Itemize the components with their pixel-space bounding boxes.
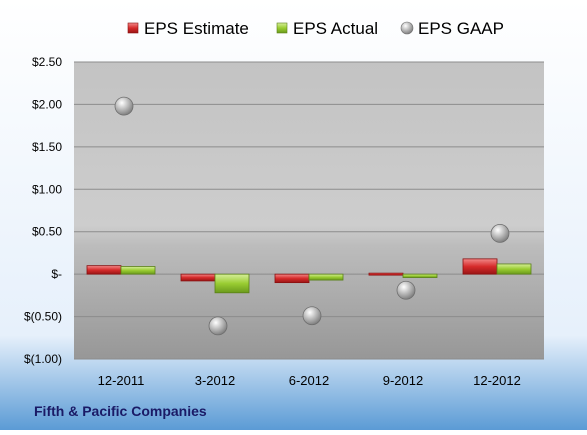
x-tick-label: 12-2011 bbox=[98, 373, 145, 388]
bar-eps-estimate bbox=[180, 273, 216, 282]
footer-text: Fifth & Pacific Companies bbox=[34, 403, 207, 419]
bar-eps-actual bbox=[308, 273, 344, 281]
x-tick-label: 3-2012 bbox=[195, 373, 235, 388]
y-tick-label: $1.50 bbox=[32, 140, 62, 154]
bar-eps-estimate bbox=[86, 265, 122, 275]
legend-swatch bbox=[276, 22, 288, 34]
legend-item: EPS GAAP bbox=[400, 19, 504, 38]
markers bbox=[114, 96, 510, 336]
legend-item: EPS Estimate bbox=[127, 19, 249, 38]
y-tick-label: $2.50 bbox=[32, 55, 62, 69]
marker-eps-gaap bbox=[114, 96, 134, 116]
x-tick-label: 9-2012 bbox=[383, 373, 423, 388]
bar-eps-actual bbox=[120, 266, 156, 275]
y-axis: $2.50 $2.00 $1.50 $1.00 $0.50 $- $(0.50) $(1.00… bbox=[24, 55, 62, 366]
legend-label: EPS Estimate bbox=[144, 19, 249, 38]
bar-eps-actual bbox=[214, 273, 250, 294]
y-tick-label: $2.00 bbox=[32, 97, 62, 111]
marker-eps-gaap bbox=[396, 280, 416, 300]
legend-item: EPS Actual bbox=[276, 19, 378, 38]
y-tick-label: $(1.00) bbox=[24, 352, 62, 366]
legend-swatch bbox=[127, 22, 139, 34]
bar-eps-actual bbox=[496, 263, 532, 275]
y-tick-label: $1.00 bbox=[32, 182, 62, 196]
legend-label: EPS Actual bbox=[293, 19, 378, 38]
bar-eps-estimate bbox=[462, 258, 498, 275]
x-tick-label: 12-2012 bbox=[473, 373, 521, 388]
bar-eps-estimate bbox=[274, 273, 310, 284]
bar-eps-actual bbox=[402, 273, 438, 278]
x-axis: 12-2011 3-2012 6-2012 9-2012 12-2012 bbox=[98, 373, 521, 388]
legend-swatch bbox=[400, 21, 414, 35]
bars bbox=[86, 258, 532, 294]
y-tick-label: $- bbox=[51, 267, 62, 281]
y-tick-label: $(0.50) bbox=[24, 310, 62, 324]
x-tick-label: 6-2012 bbox=[289, 373, 329, 388]
y-tick-label: $0.50 bbox=[32, 225, 62, 239]
legend: EPS Estimate EPS Actual EPS GAAP bbox=[127, 19, 504, 38]
marker-eps-gaap bbox=[302, 306, 322, 326]
marker-eps-gaap bbox=[208, 316, 228, 336]
bar-eps-estimate bbox=[368, 272, 404, 276]
marker-eps-gaap bbox=[490, 224, 510, 243]
legend-label: EPS GAAP bbox=[418, 19, 504, 38]
